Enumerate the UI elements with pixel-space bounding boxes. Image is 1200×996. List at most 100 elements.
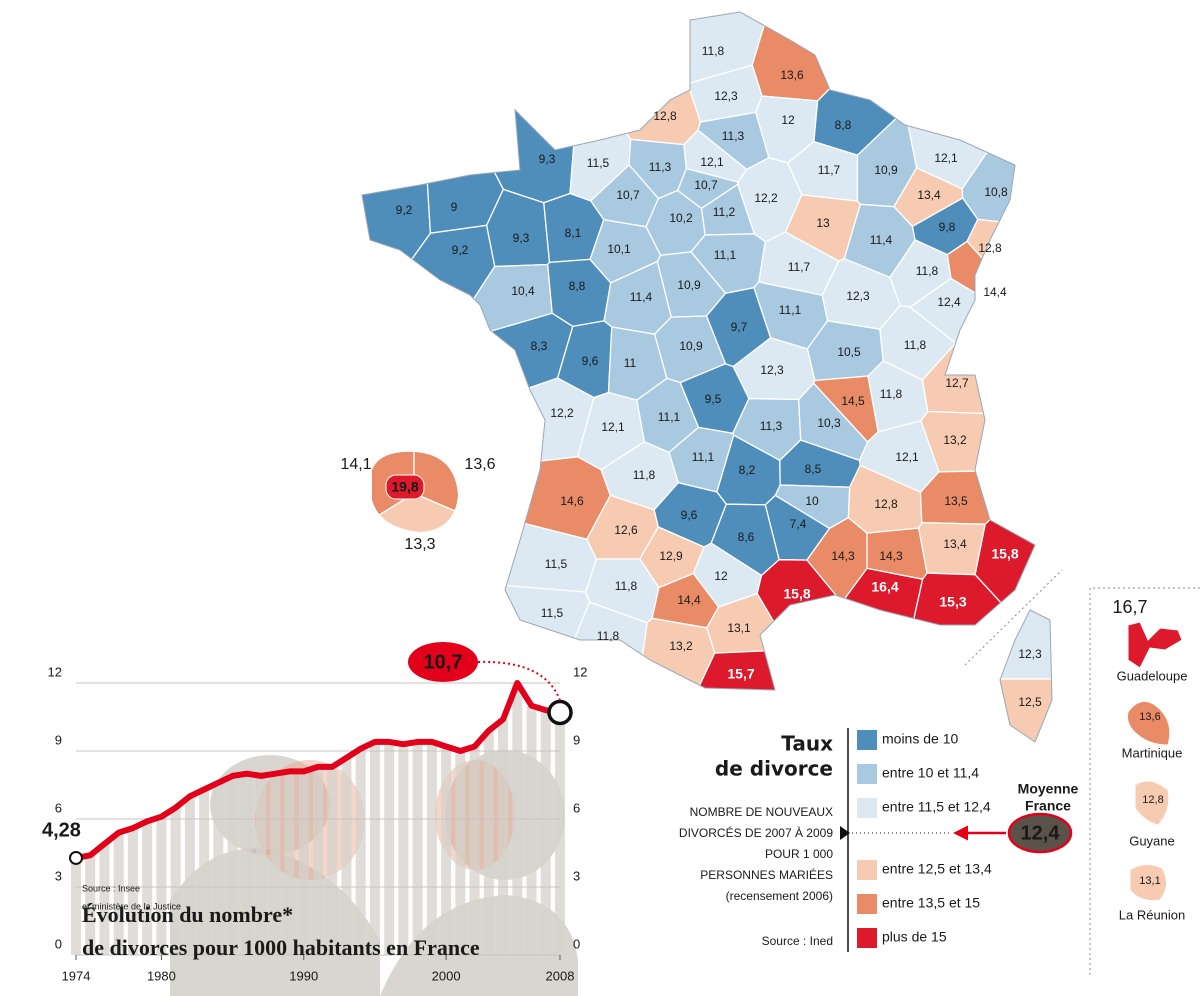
- department-label: 10,9: [677, 278, 701, 292]
- department-label: 12: [781, 113, 795, 127]
- y-tick-label: 3: [55, 868, 62, 883]
- department-label: 9,2: [452, 243, 469, 257]
- department-label: 15,8: [783, 586, 810, 602]
- department-label: 10,2: [669, 211, 693, 225]
- legend-description: (recensement 2006): [726, 889, 833, 903]
- department: [362, 12, 432, 376]
- department-label: 11,2: [713, 205, 736, 219]
- year-stripe: [441, 746, 452, 955]
- y-tick-label: 9: [573, 732, 580, 747]
- department: [417, 23, 505, 234]
- year-stripe: [455, 751, 466, 955]
- year-stripe: [341, 757, 352, 955]
- department-label: 11: [624, 356, 637, 370]
- overseas-value: 12,8: [1142, 794, 1163, 806]
- year-stripe: [270, 773, 281, 955]
- legend-label: moins de 10: [882, 731, 958, 747]
- department-label: 11,1: [692, 450, 715, 464]
- department-label: 13,6: [780, 68, 804, 82]
- year-stripe: [284, 771, 295, 955]
- y-tick-label: 6: [55, 800, 62, 815]
- department-label: 12,4: [937, 295, 961, 309]
- overseas-territory: [1129, 864, 1167, 901]
- map-outline: [361, 11, 1053, 743]
- department: [877, 678, 1052, 742]
- department-label: 12,8: [653, 109, 677, 123]
- y-tick-label: 12: [48, 664, 62, 679]
- average-label: France: [1025, 798, 1071, 814]
- legend-label: entre 10 et 11,4: [882, 765, 979, 781]
- overseas-name: Guadeloupe: [1117, 668, 1188, 683]
- year-stripe: [142, 821, 153, 955]
- paris-label: 13,3: [404, 536, 435, 553]
- year-stripe: [469, 746, 480, 955]
- year-stripe: [498, 719, 509, 955]
- department-label: 12,6: [614, 523, 638, 537]
- y-tick-label: 0: [55, 936, 62, 951]
- department-label: 10,3: [817, 416, 841, 430]
- department-label: 8,5: [805, 462, 822, 476]
- x-tick-label: 2008: [546, 968, 575, 983]
- x-tick-label: 1980: [147, 968, 176, 983]
- department-label: 16,4: [871, 579, 898, 595]
- overseas-value: 16,7: [1112, 597, 1147, 617]
- year-stripe: [241, 773, 252, 955]
- department-label: 12,8: [874, 497, 898, 511]
- overseas-name: La Réunion: [1119, 907, 1186, 922]
- legend-title: de divorce: [715, 757, 833, 781]
- x-tick-label: 1974: [62, 968, 91, 983]
- department-label: 11,8: [916, 264, 939, 278]
- legend-label: entre 13,5 et 15: [882, 895, 980, 911]
- department-label: 11,7: [788, 260, 811, 274]
- department: [974, 444, 1052, 609]
- department-label: 13,2: [669, 639, 693, 653]
- y-tick-label: 3: [573, 868, 580, 883]
- year-stripe: [213, 782, 224, 955]
- legend-description: POUR 1 000: [765, 847, 833, 861]
- paris-label: 13,6: [464, 456, 495, 473]
- department-label: 11,3: [649, 160, 672, 174]
- year-stripe: [156, 816, 167, 955]
- department: [919, 469, 1046, 525]
- overseas-name: Martinique: [1122, 745, 1183, 760]
- legend-label: plus de 15: [882, 929, 947, 945]
- department-label: 13,1: [727, 621, 751, 635]
- department-label: 10,8: [984, 185, 1008, 199]
- legend-swatch: [857, 764, 877, 784]
- year-stripe: [555, 712, 565, 955]
- year-stripe: [483, 730, 494, 955]
- average-value: 12,4: [1021, 822, 1061, 844]
- chart-title: Évolution du nombre*: [82, 902, 293, 927]
- department-label: 9,8: [939, 220, 956, 234]
- department-label: 9,3: [513, 231, 530, 245]
- year-stripe: [298, 771, 309, 955]
- department-label: 14,4: [677, 593, 701, 607]
- year-stripe: [327, 766, 338, 955]
- department-label: 9,2: [396, 203, 413, 217]
- department-label: 12,9: [659, 549, 683, 563]
- line-chart: 0 0 3 3 6 6 9 9 12 12 1974 1980 1990 2000 2008 4,28 10,7…: [42, 642, 587, 996]
- legend-swatch: [857, 928, 877, 948]
- year-stripe: [170, 807, 181, 955]
- department-label: 11,1: [714, 248, 737, 262]
- department-label: 12: [714, 569, 728, 583]
- year-stripe: [99, 843, 110, 955]
- overseas-value: 13,1: [1139, 875, 1160, 887]
- paris-label: 14,1: [340, 456, 371, 473]
- department-label: 11,3: [760, 419, 783, 433]
- x-tick-label: 1990: [289, 968, 318, 983]
- department-label: 12,8: [978, 241, 1002, 255]
- department-label: 9,5: [705, 392, 722, 406]
- average-label: Moyenne: [1018, 781, 1079, 797]
- department-label: 14,5: [841, 394, 865, 408]
- year-stripe: [540, 710, 551, 955]
- department-label: 11,8: [702, 44, 725, 58]
- department-label: 13,2: [943, 433, 967, 447]
- department: [362, 224, 496, 440]
- legend-description: DIVORCÉS DE 2007 À 2009: [679, 825, 833, 840]
- legend-description: NOMBRE DE NOUVEAUX: [690, 805, 833, 819]
- department-label: 11,7: [818, 163, 841, 177]
- department-label: 12,2: [550, 406, 574, 420]
- year-stripe: [199, 789, 210, 955]
